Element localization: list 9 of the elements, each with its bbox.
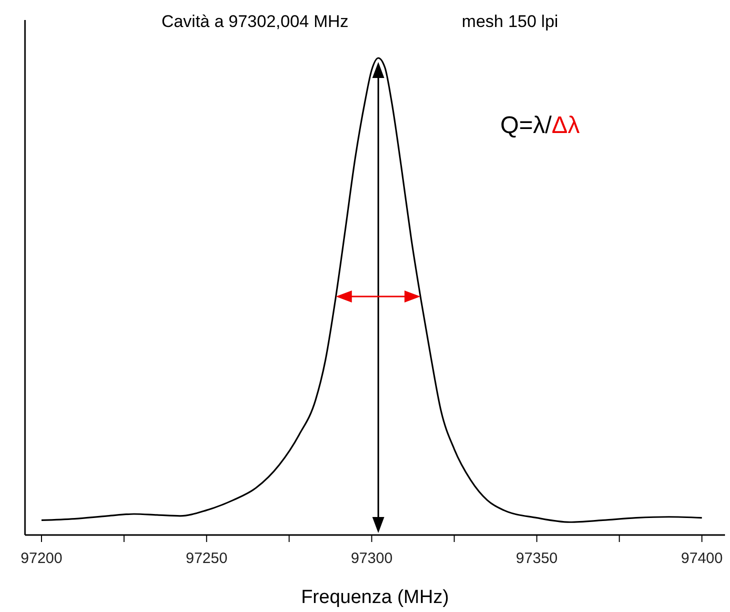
x-tick-label: 97200: [20, 550, 62, 567]
x-tick-label: 97300: [350, 550, 393, 567]
chart-subtitle: mesh 150 lpi: [462, 12, 558, 31]
chart-title: Cavità a 97302,004 MHz: [161, 12, 349, 31]
x-tick-label: 97400: [681, 550, 723, 567]
x-axis-title: Frequenza (MHz): [301, 587, 449, 608]
x-tick-label: 97250: [186, 550, 228, 567]
x-tick-label: 97350: [516, 550, 558, 567]
annotation: Q=λ/Δλ: [500, 112, 580, 139]
